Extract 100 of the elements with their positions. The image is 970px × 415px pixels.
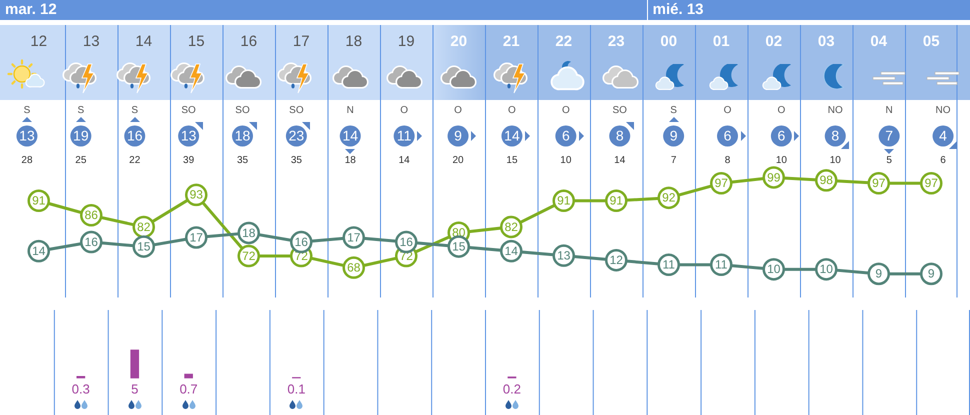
data-label: 15 [506, 154, 518, 166]
data-label: 14 [398, 154, 410, 166]
data-label: 0.2 [502, 382, 521, 397]
data-label: 10 [776, 154, 788, 166]
data-label: 16 [126, 127, 143, 144]
data-label: 91 [557, 194, 571, 208]
bar [76, 376, 86, 378]
data-label: 18 [344, 154, 356, 166]
bar [184, 374, 193, 378]
text: S [77, 104, 84, 116]
data-label: 14 [504, 244, 518, 258]
text: O [724, 104, 732, 116]
data-label: 11 [715, 258, 728, 272]
data-label: 22 [129, 154, 141, 166]
data-label: 97 [714, 176, 728, 190]
x-tick-label: 23 [608, 33, 625, 50]
x-tick-label: 03 [818, 33, 835, 50]
bar [130, 350, 140, 378]
text: O [508, 104, 516, 116]
data-label: 68 [347, 260, 361, 274]
data-label: 6 [724, 127, 732, 144]
data-label: 72 [242, 248, 256, 263]
data-label: 14 [614, 154, 626, 166]
data-label: 12 [610, 253, 624, 268]
data-label: 92 [662, 190, 676, 205]
text: N [346, 104, 354, 116]
data-label: 16 [294, 234, 308, 249]
data-label: 18 [234, 127, 250, 144]
x-tick-label: 05 [922, 33, 940, 50]
data-label: 7 [670, 154, 677, 166]
text: SO [235, 104, 250, 116]
text: S [24, 104, 31, 116]
x-tick-label: 04 [870, 33, 888, 50]
data-label: 9 [454, 127, 462, 144]
text: O [562, 104, 570, 116]
data-label: 14 [342, 127, 358, 144]
text: NO [828, 104, 843, 116]
data-label: 7 [885, 127, 894, 144]
text: N [886, 104, 893, 116]
data-label: 14 [504, 127, 520, 144]
x-tick-label: 16 [240, 33, 258, 50]
data-label: 82 [504, 220, 518, 234]
data-label: 8 [724, 154, 731, 166]
data-label: 10 [830, 154, 842, 166]
x-tick-label: 01 [712, 33, 730, 50]
x-tick-label: 14 [135, 33, 152, 50]
data-label: 10 [560, 154, 572, 166]
data-label: 8 [616, 127, 624, 144]
data-label: 20 [452, 154, 464, 166]
text: SO [612, 104, 628, 116]
data-label: 35 [236, 154, 248, 166]
text: NO [936, 104, 951, 116]
text: S [670, 104, 678, 116]
data-label: 97 [924, 176, 938, 190]
data-label: 86 [84, 208, 98, 222]
data-label: 35 [290, 154, 302, 166]
text: O [400, 104, 408, 116]
x-tick-label: 20 [450, 33, 468, 50]
x-tick-label: 18 [345, 33, 362, 50]
x-tick-label: 02 [765, 33, 782, 50]
data-label: 0.3 [72, 382, 90, 397]
data-label: 99 [767, 170, 781, 184]
data-label: 0.1 [287, 382, 306, 397]
text: SO [289, 104, 304, 116]
data-label: 13 [19, 127, 35, 144]
data-label: 9 [670, 127, 678, 144]
data-label: 13 [557, 248, 571, 262]
data-label: 9 [875, 266, 882, 281]
data-label: 17 [190, 230, 204, 244]
data-label: 0.7 [180, 382, 198, 397]
data-label: 91 [610, 194, 624, 208]
data-label: 98 [820, 173, 834, 188]
data-label: 5 [131, 382, 138, 397]
data-label: 16 [400, 234, 414, 249]
x-tick-label: 00 [660, 33, 678, 50]
data-label: 19 [73, 127, 89, 144]
data-label: 13 [180, 127, 197, 144]
point [920, 262, 942, 286]
data-label: 11 [396, 127, 412, 144]
text: SO [181, 104, 196, 116]
data-label: 18 [242, 226, 256, 240]
data-label: 28 [21, 154, 33, 166]
header-bar: mar. 12 mié. 13 [0, 0, 970, 20]
data-label: 80 [452, 226, 466, 240]
data-label: 6 [940, 154, 946, 166]
x-tick-label: 12 [30, 33, 48, 50]
point [868, 262, 890, 286]
data-label: 5 [886, 154, 892, 166]
data-label: 91 [32, 194, 46, 208]
data-label: 10 [820, 262, 834, 276]
data-label: 82 [137, 220, 151, 234]
text: O [778, 104, 786, 116]
data-label: 6 [777, 127, 786, 144]
data-label: 14 [32, 244, 46, 258]
x-tick-label: 17 [292, 33, 310, 50]
x-tick-label: 13 [82, 33, 100, 50]
x-tick-label: 22 [555, 33, 572, 50]
data-label: 16 [84, 234, 98, 249]
data-label: 39 [183, 154, 195, 166]
text: S [131, 104, 138, 116]
